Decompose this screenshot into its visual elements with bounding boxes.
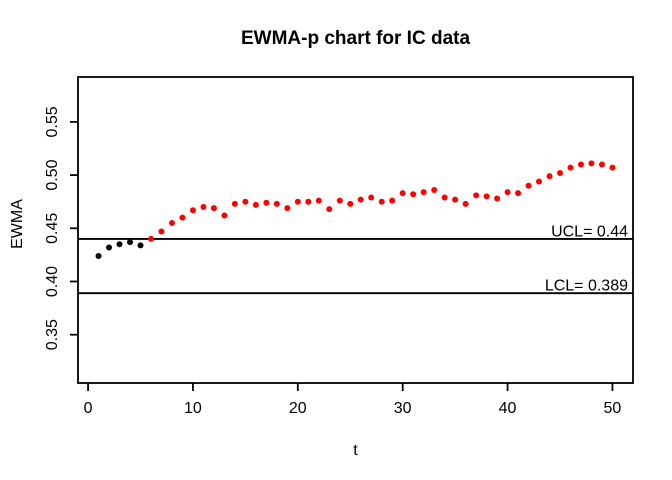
y-tick-label: 0.35 [44, 319, 61, 350]
x-tick-label: 0 [84, 400, 93, 417]
x-tick-label: 40 [499, 400, 517, 417]
data-point [504, 189, 511, 196]
data-point [609, 164, 616, 171]
data-point [189, 207, 196, 214]
plot-box [77, 76, 634, 384]
data-point [305, 198, 312, 205]
data-point [326, 206, 333, 213]
data-point [127, 239, 134, 246]
data-point [462, 200, 469, 207]
x-tick-label: 50 [604, 400, 622, 417]
data-point [357, 196, 364, 203]
data-point [231, 200, 238, 207]
data-point [557, 169, 564, 176]
data-point [598, 161, 605, 168]
data-point [315, 197, 322, 204]
data-point [263, 199, 270, 206]
data-point [294, 198, 301, 205]
y-tick-label: 0.40 [44, 266, 61, 297]
data-point [410, 191, 417, 198]
y-tick-label: 0.50 [44, 159, 61, 190]
data-point [137, 242, 144, 249]
x-axis-label: t [353, 442, 358, 459]
data-point [420, 189, 427, 196]
data-point [368, 194, 375, 201]
data-point [567, 164, 574, 171]
data-point [525, 182, 532, 189]
y-axis-label: EWMA [9, 199, 26, 249]
data-point [378, 198, 385, 205]
data-point [347, 200, 354, 207]
data-point [221, 212, 228, 219]
ucl-label: UCL= 0.44 [551, 223, 628, 240]
data-point [210, 205, 217, 212]
data-point [546, 173, 553, 180]
data-point [95, 252, 102, 259]
data-point [336, 197, 343, 204]
data-point [536, 178, 543, 185]
data-point [252, 201, 259, 208]
x-tick-label: 20 [289, 400, 307, 417]
data-point [284, 205, 291, 212]
data-point [242, 198, 249, 205]
data-point [179, 214, 186, 221]
data-point [399, 190, 406, 197]
data-point [431, 186, 438, 193]
data-point [515, 190, 522, 197]
data-point [106, 244, 113, 251]
data-point [200, 204, 207, 211]
data-point [168, 219, 175, 226]
lcl-label: LCL= 0.389 [545, 278, 628, 295]
x-tick-label: 10 [184, 400, 202, 417]
data-point [158, 228, 165, 235]
data-point [483, 193, 490, 200]
data-point [452, 196, 459, 203]
data-point [441, 194, 448, 201]
data-point [588, 160, 595, 167]
data-point [389, 197, 396, 204]
y-tick-label: 0.45 [44, 213, 61, 244]
data-point [273, 200, 280, 207]
data-point [473, 192, 480, 199]
data-point [494, 195, 501, 202]
data-point [116, 241, 123, 248]
data-point [147, 235, 154, 242]
chart-title: EWMA-p chart for IC data [240, 28, 471, 49]
x-tick-label: 30 [394, 400, 412, 417]
data-point [577, 161, 584, 168]
y-tick-label: 0.55 [44, 106, 61, 137]
